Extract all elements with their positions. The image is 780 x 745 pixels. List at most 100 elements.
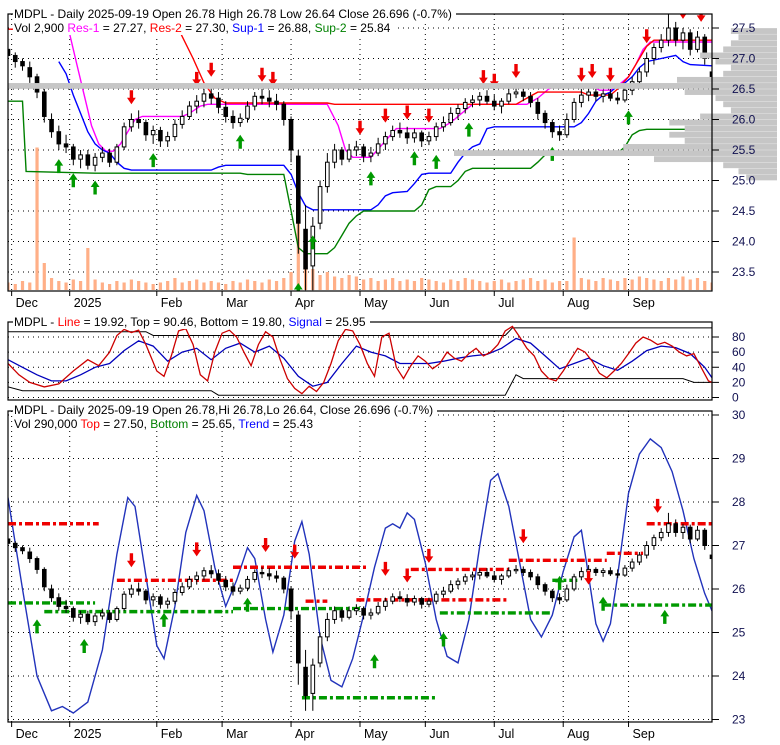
x-axis-month-label: Sep bbox=[633, 727, 655, 741]
candle-body bbox=[63, 143, 69, 148]
candle-body bbox=[92, 615, 98, 623]
volume-bar bbox=[666, 278, 671, 290]
candle-body bbox=[579, 94, 584, 103]
candle-body bbox=[390, 129, 395, 138]
volume-profile-bar bbox=[700, 113, 777, 120]
candle-body bbox=[513, 568, 519, 572]
candle-body bbox=[288, 588, 294, 612]
candle-body bbox=[165, 136, 170, 142]
candle-body bbox=[651, 537, 657, 546]
candle-body bbox=[179, 586, 185, 593]
title-token: = 25.84 bbox=[346, 21, 391, 35]
buy-arrow-icon bbox=[660, 609, 670, 624]
candle-body bbox=[404, 132, 410, 139]
volume-profile-bar bbox=[684, 137, 777, 144]
volume-bar bbox=[13, 284, 17, 290]
oscillator-top-band bbox=[8, 327, 712, 336]
candle-body bbox=[266, 573, 272, 577]
candle-body bbox=[158, 129, 163, 142]
volume-bar bbox=[332, 276, 337, 290]
candle-body bbox=[114, 146, 120, 163]
volume-profile-bar bbox=[654, 156, 777, 163]
volume-bar bbox=[245, 279, 250, 290]
buy-arrow-icon bbox=[159, 612, 169, 627]
candle-body bbox=[557, 131, 562, 136]
candle-body bbox=[121, 593, 127, 610]
buy-arrow-icon bbox=[90, 180, 100, 195]
volume-bar bbox=[267, 279, 271, 290]
oscillator-line bbox=[8, 325, 712, 395]
candle-body bbox=[593, 91, 599, 97]
volume-bar bbox=[608, 279, 612, 290]
candle-body bbox=[143, 590, 149, 601]
candle-body bbox=[600, 93, 606, 97]
candle-body bbox=[571, 576, 577, 590]
candle-body bbox=[339, 149, 345, 160]
candle-body bbox=[296, 155, 301, 224]
candle-body bbox=[404, 598, 410, 603]
volume-bar bbox=[637, 276, 642, 290]
candle-body bbox=[673, 523, 679, 533]
volume-bar bbox=[470, 279, 475, 290]
sell-arrow-icon bbox=[257, 67, 267, 82]
volume-bar bbox=[325, 272, 329, 290]
candle-body bbox=[187, 105, 192, 117]
buy-arrow-icon bbox=[32, 619, 42, 634]
panel2-title: MDPL - Line = 19.92, Top = 90.46, Bottom… bbox=[13, 315, 370, 329]
candle-body bbox=[245, 578, 250, 589]
candle-body bbox=[63, 605, 69, 610]
sell-arrow-icon bbox=[479, 70, 488, 85]
candle-body bbox=[172, 123, 178, 138]
x-axis-month-label: Dec bbox=[16, 727, 38, 741]
title-token: = 27.27, bbox=[99, 21, 150, 35]
volume-profile-bar bbox=[669, 119, 777, 126]
panel3-cycle-chart: 30 29 28 27 26 25 24 23 Dec 2025 Feb Mar Apr May Jun Ju… bbox=[7, 408, 746, 741]
y-axis-label: 20 bbox=[732, 375, 746, 389]
volume-bar bbox=[478, 281, 482, 290]
candle-body bbox=[666, 523, 671, 533]
sell-arrow-icon bbox=[696, 14, 706, 22]
candle-body bbox=[448, 584, 454, 592]
candle-body bbox=[455, 580, 461, 586]
candle-body bbox=[194, 575, 200, 580]
volume-bar bbox=[536, 281, 540, 290]
buy-arrow-icon bbox=[410, 151, 419, 166]
sell-arrow-icon bbox=[127, 90, 136, 105]
volume-bar bbox=[695, 278, 700, 290]
x-axis-month-label: Feb bbox=[161, 727, 183, 741]
sell-arrow-icon bbox=[511, 64, 521, 78]
candle-body bbox=[41, 568, 47, 588]
candle-body bbox=[680, 32, 686, 41]
volume-profile-bar bbox=[715, 95, 777, 102]
volume-bar bbox=[216, 282, 221, 290]
volume-bar bbox=[550, 282, 554, 290]
y-axis-label: 60 bbox=[732, 345, 746, 359]
candle-body bbox=[85, 154, 91, 166]
sell-arrow-icon bbox=[606, 67, 615, 82]
candle-body bbox=[339, 610, 345, 618]
y-axis-label: 25.0 bbox=[732, 174, 756, 188]
candle-body bbox=[484, 571, 490, 577]
candle-body bbox=[325, 618, 330, 638]
panel1-title-line1: MDPL - Daily 2025-09-19 Open 26.78 High … bbox=[13, 7, 456, 21]
volume-bar bbox=[231, 281, 235, 290]
sell-arrow-icon bbox=[518, 529, 528, 544]
volume-bar bbox=[354, 276, 358, 290]
candle-body bbox=[687, 32, 693, 50]
candle-body bbox=[230, 586, 236, 592]
candle-body bbox=[426, 600, 432, 605]
sell-arrow-icon bbox=[657, 0, 666, 7]
sell-arrow-icon bbox=[587, 64, 597, 78]
sell-arrow-icon bbox=[424, 108, 434, 123]
candle-body bbox=[702, 36, 708, 60]
volume-profile-bar bbox=[738, 34, 777, 41]
candle-body bbox=[266, 97, 272, 102]
x-axis-month-label: 2025 bbox=[74, 727, 102, 741]
volume-bar bbox=[253, 281, 257, 290]
volume-bar bbox=[492, 281, 496, 290]
buy-arrow-icon bbox=[366, 171, 376, 186]
candle-body bbox=[412, 598, 417, 603]
sell-arrow-icon bbox=[653, 498, 662, 513]
volume-bar bbox=[427, 279, 431, 290]
candle-body bbox=[608, 570, 613, 575]
